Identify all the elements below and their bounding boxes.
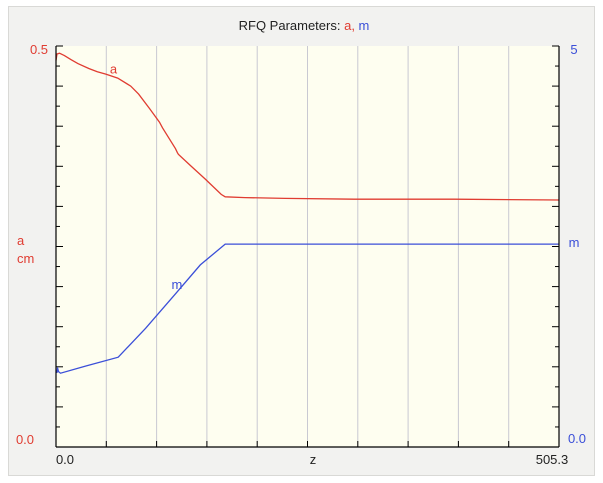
chart-title-series-m: m	[359, 18, 370, 33]
chart-title: RFQ Parameters: a, m	[239, 18, 370, 33]
right-axis-max-label: 5	[570, 42, 577, 57]
chart-title-prefix: RFQ Parameters:	[239, 18, 344, 33]
left-axis-max-label: 0.5	[30, 42, 48, 57]
series-label-a: a	[110, 62, 118, 77]
x-axis-min-label: 0.0	[56, 452, 74, 467]
chart-title-series-a: a	[344, 18, 352, 33]
series-line-m	[56, 243, 559, 374]
right-axis-title: m	[569, 235, 580, 250]
left-axis-title-line1: a	[17, 233, 25, 248]
series-label-m: m	[172, 277, 183, 292]
grid-layer	[105, 46, 510, 447]
x-axis-max-label: 505.3	[536, 452, 569, 467]
series-layer: am	[55, 52, 560, 374]
right-axis-min-label: 0.0	[568, 431, 586, 446]
left-axis-title-line2: cm	[17, 251, 34, 266]
left-axis-min-label: 0.0	[16, 432, 34, 447]
series-line-a	[55, 52, 560, 201]
x-axis-title: z	[310, 452, 317, 467]
chart-title-separator: ,	[351, 18, 358, 33]
rfq-parameters-chart: RFQ Parameters: a, m am 0.5 0.0 a cm 5 0…	[16, 18, 586, 467]
